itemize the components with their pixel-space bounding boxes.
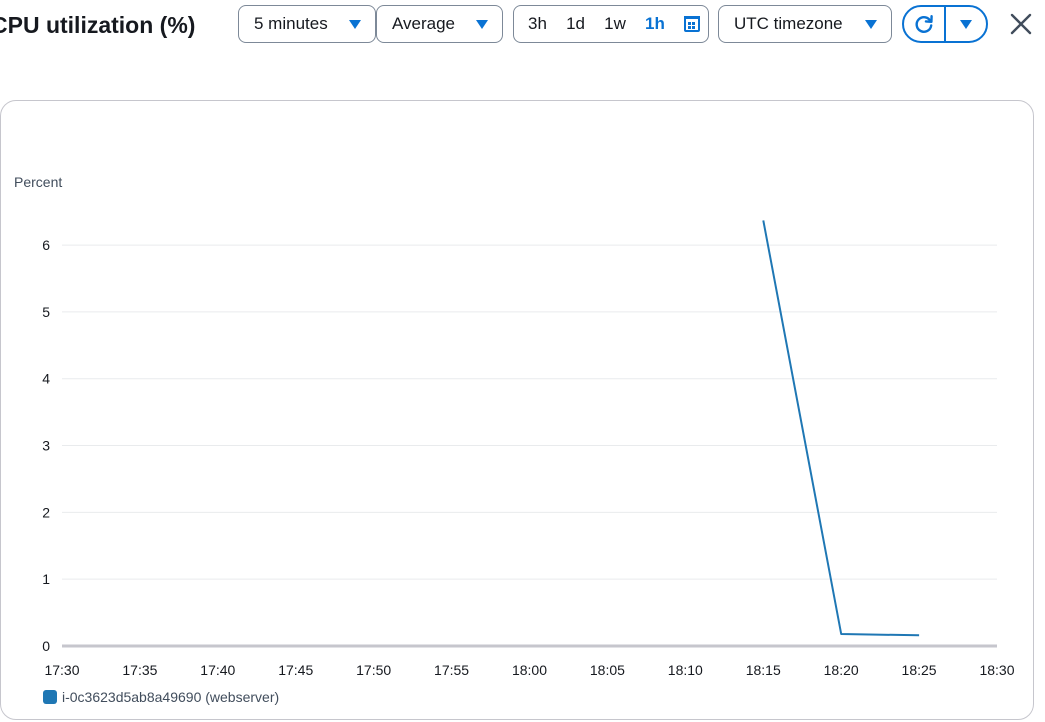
time-range-1d[interactable]: 1d — [566, 14, 585, 33]
legend-swatch — [43, 690, 57, 704]
x-tick-label: 17:35 — [122, 662, 157, 678]
x-tick-label: 17:50 — [356, 662, 391, 678]
x-tick-label: 18:10 — [668, 662, 703, 678]
x-tick-label: 17:30 — [44, 662, 79, 678]
time-range-selector: 3h 1d 1w 1h — [513, 5, 709, 43]
legend-series-label: i-0c3623d5ab8a49690 (webserver) — [62, 689, 280, 705]
refresh-options-button[interactable] — [946, 7, 986, 41]
time-range-1w[interactable]: 1w — [604, 14, 626, 33]
refresh-button[interactable] — [904, 7, 944, 41]
y-tick-label: 0 — [42, 638, 50, 654]
statistic-dropdown-label: Average — [392, 14, 456, 33]
statistic-dropdown[interactable]: Average — [376, 5, 503, 43]
time-range-1h[interactable]: 1h — [645, 14, 665, 33]
chart-legend[interactable]: i-0c3623d5ab8a49690 (webserver) — [43, 689, 279, 705]
x-tick-label: 18:15 — [746, 662, 781, 678]
y-tick-label: 4 — [42, 371, 50, 387]
x-tick-label: 18:20 — [824, 662, 859, 678]
y-tick-label: 3 — [42, 438, 50, 454]
y-axis-label: Percent — [14, 174, 62, 190]
chart-panel — [0, 100, 1034, 720]
close-icon — [1010, 13, 1032, 35]
x-tick-label: 17:40 — [200, 662, 235, 678]
timezone-dropdown[interactable]: UTC timezone — [718, 5, 892, 43]
chevron-down-icon — [349, 19, 361, 29]
time-range-3h[interactable]: 3h — [528, 14, 547, 33]
timezone-dropdown-label: UTC timezone — [734, 14, 843, 33]
refresh-divider — [944, 7, 946, 41]
x-tick-label: 18:25 — [902, 662, 937, 678]
chevron-down-icon — [476, 19, 488, 29]
y-tick-label: 1 — [42, 571, 50, 587]
close-button[interactable] — [1006, 9, 1036, 39]
period-dropdown-label: 5 minutes — [254, 14, 328, 33]
x-tick-label: 18:05 — [590, 662, 625, 678]
chevron-down-icon — [960, 19, 972, 29]
calendar-icon[interactable] — [683, 16, 700, 32]
x-tick-label: 18:30 — [979, 662, 1014, 678]
x-tick-label: 18:00 — [512, 662, 547, 678]
period-dropdown[interactable]: 5 minutes — [238, 5, 376, 43]
y-tick-label: 6 — [42, 237, 50, 253]
series-line — [762, 220, 920, 637]
y-tick-label: 5 — [42, 304, 50, 320]
refresh-button-group — [902, 5, 988, 43]
refresh-icon — [915, 15, 933, 33]
page-title: CPU utilization (%) — [0, 12, 196, 38]
x-tick-label: 17:45 — [278, 662, 313, 678]
chevron-down-icon — [865, 19, 877, 29]
x-tick-label: 17:55 — [434, 662, 469, 678]
y-tick-label: 2 — [42, 504, 50, 520]
